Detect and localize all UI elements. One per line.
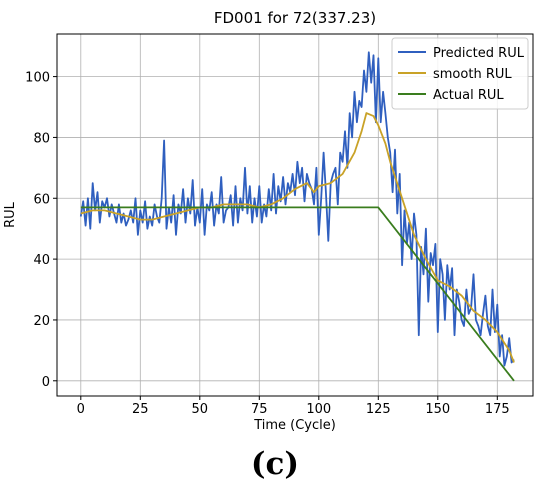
series-line-smooth-rul [80,112,515,363]
ticks: 0 25 50 75 100 125 150 175 0 20 40 60 80 100 [25,71,510,417]
panel-label: (c) [250,446,300,482]
legend-label: Actual RUL [433,88,504,103]
legend-box [391,37,529,110]
x-tick-label: 150 [425,402,450,417]
y-tick-label: 0 [42,375,50,390]
x-tick-label: 100 [306,402,331,417]
chart-title: FD001 for 72(337.23) [214,9,376,27]
x-tick-label: 75 [251,402,268,417]
x-tick-label: 25 [132,402,149,417]
legend-label: Predicted RUL [433,46,525,61]
x-tick-label: 0 [77,402,85,417]
plot-frame [56,33,534,397]
chart: 0 25 50 75 100 125 150 175 0 20 40 60 80 100 FD001 fo… [3,9,534,433]
legend: Predicted RUL smooth RUL Actual RUL [391,37,529,110]
legend-label: smooth RUL [433,67,512,82]
y-axis-label: RUL [3,201,18,228]
x-axis-label: Time (Cycle) [253,418,336,433]
series-layer [79,51,515,382]
x-tick-label: 125 [366,402,391,417]
x-tick-label: 50 [192,402,209,417]
y-tick-label: 20 [33,314,50,329]
y-tick-label: 80 [33,131,50,146]
y-tick-label: 40 [33,253,50,268]
series-line-actual-rul [80,206,515,382]
y-tick-label: 100 [25,71,50,86]
y-tick-label: 60 [33,192,50,207]
x-tick-label: 175 [485,402,510,417]
